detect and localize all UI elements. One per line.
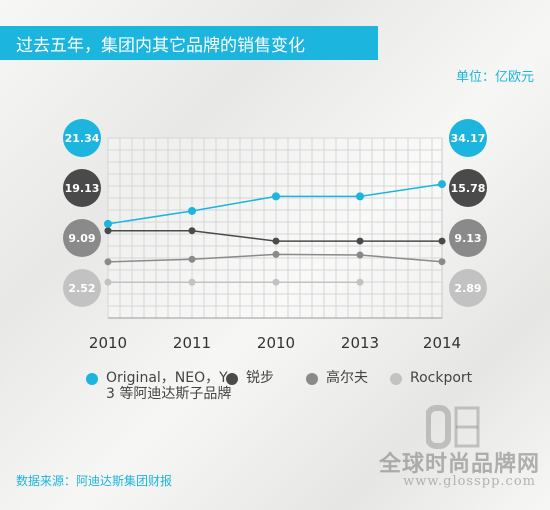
start-value-badge bbox=[63, 269, 101, 307]
data-point bbox=[438, 237, 446, 245]
start-value-label: 19.13 bbox=[65, 182, 100, 195]
x-tick-label: 2010 bbox=[89, 334, 127, 352]
start-value-label: 2.52 bbox=[68, 282, 95, 295]
start-value-label: 9.09 bbox=[68, 232, 95, 245]
data-point bbox=[104, 258, 112, 266]
start-value-label: 21.34 bbox=[65, 132, 100, 145]
legend-item-golf: 高尔夫 bbox=[306, 370, 368, 386]
end-value-label: 9.13 bbox=[454, 232, 481, 245]
end-value-label: 34.17 bbox=[451, 132, 486, 145]
legend-item-rockport: Rockport bbox=[390, 370, 472, 386]
end-value-badge bbox=[449, 269, 487, 307]
watermark-logo-icon bbox=[426, 405, 480, 449]
watermark-text: 全球时尚品牌网 bbox=[378, 451, 540, 477]
data-point bbox=[188, 278, 196, 286]
x-tick-label: 2010 bbox=[257, 334, 295, 352]
end-value-badge bbox=[449, 219, 487, 257]
watermark-url: www.glosspp.com bbox=[403, 474, 536, 489]
title-bar: 过去五年，集团内其它品牌的销售变化 bbox=[0, 26, 378, 60]
x-tick-label: 2013 bbox=[341, 334, 379, 352]
data-point bbox=[104, 227, 112, 235]
start-value-badge bbox=[63, 169, 101, 207]
legend-swatch-golf bbox=[306, 373, 318, 385]
data-point bbox=[356, 237, 364, 245]
start-value-badge bbox=[63, 219, 101, 257]
legend-label-reebok-brand: 锐步 bbox=[246, 370, 274, 386]
legend-item-original: Original，NEO，Y-3 等阿迪达斯子品牌 bbox=[86, 370, 236, 402]
data-point bbox=[356, 251, 364, 259]
legend-swatch-reebok-brand bbox=[226, 373, 238, 385]
data-point bbox=[188, 206, 196, 215]
end-value-badge bbox=[449, 169, 487, 207]
end-value-label: 15.78 bbox=[451, 182, 486, 195]
data-point bbox=[272, 278, 280, 286]
legend-item-reebok-brand: 锐步 bbox=[226, 370, 274, 386]
legend-label-rockport: Rockport bbox=[410, 370, 473, 386]
start-value-badge bbox=[63, 119, 101, 157]
unit-label: 单位：亿欧元 bbox=[455, 70, 534, 85]
data-point bbox=[272, 192, 280, 201]
plot-area bbox=[107, 137, 443, 319]
legend-label-golf: 高尔夫 bbox=[326, 370, 368, 386]
legend: Original，NEO，Y-3 等阿迪达斯子品牌 锐步 高尔夫 Rockpor… bbox=[86, 370, 506, 430]
data-point bbox=[272, 250, 280, 258]
data-point bbox=[188, 227, 196, 235]
page-title: 过去五年，集团内其它品牌的销售变化 bbox=[16, 36, 305, 56]
data-point bbox=[438, 180, 446, 189]
data-source: 数据来源：阿迪达斯集团财报 bbox=[16, 474, 173, 488]
data-point bbox=[188, 255, 196, 263]
end-value-badge bbox=[449, 119, 487, 157]
legend-swatch-original bbox=[86, 373, 98, 385]
x-tick-label: 2014 bbox=[423, 334, 461, 352]
data-point bbox=[356, 192, 364, 201]
legend-swatch-rockport bbox=[390, 373, 402, 385]
end-value-label: 2.89 bbox=[454, 282, 481, 295]
legend-label-original: Original，NEO，Y-3 等阿迪达斯子品牌 bbox=[106, 370, 232, 402]
data-point bbox=[104, 278, 112, 286]
x-tick-label: 2011 bbox=[173, 334, 211, 352]
data-point bbox=[356, 278, 364, 286]
data-point bbox=[272, 237, 280, 245]
data-point bbox=[104, 219, 112, 228]
data-point bbox=[438, 258, 446, 266]
